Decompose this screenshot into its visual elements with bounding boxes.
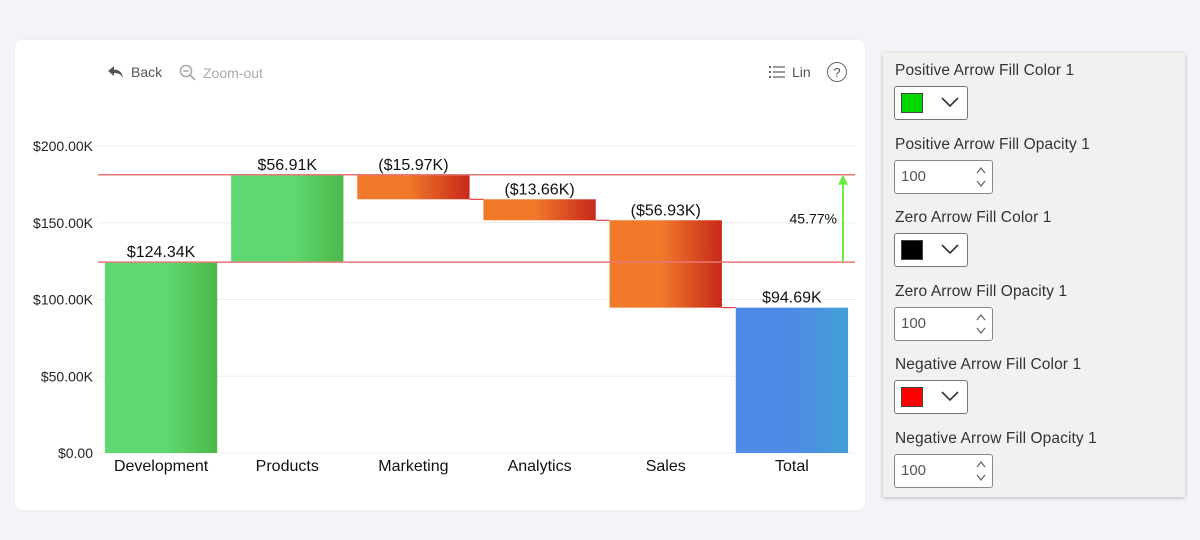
bar-development	[104, 262, 218, 453]
back-label: Back	[131, 64, 163, 80]
format-panel: Positive Arrow Fill Color 1 Positive Arr…	[883, 53, 1185, 497]
negative-color-label: Negative Arrow Fill Color 1	[895, 356, 1082, 373]
spinner-arrows-icon[interactable]	[974, 458, 988, 484]
scale-label: Lin	[792, 64, 811, 80]
category-label: Sales	[646, 458, 686, 475]
positive-opacity-input[interactable]	[901, 168, 971, 185]
variance-label: 45.77%	[790, 210, 837, 226]
scale-toggle-button[interactable]: Lin	[768, 64, 811, 80]
negative-color-picker[interactable]	[894, 380, 968, 414]
positive-color-swatch	[901, 93, 923, 113]
bar-marketing	[357, 174, 470, 200]
category-label: Products	[256, 458, 319, 475]
bar-sales	[609, 220, 722, 308]
variance-arrow-head	[838, 174, 848, 185]
zero-color-swatch	[901, 240, 923, 260]
data-label: $56.91K	[257, 157, 317, 174]
data-label: ($15.97K)	[378, 157, 448, 174]
chevron-down-icon	[941, 391, 959, 402]
bar-products	[231, 174, 344, 263]
positive-opacity-spinner	[894, 160, 993, 194]
negative-opacity-input[interactable]	[901, 462, 971, 479]
bar-total	[735, 307, 849, 453]
y-tick-label: $150.00K	[33, 215, 94, 231]
positive-color-label: Positive Arrow Fill Color 1	[895, 62, 1075, 79]
data-label: ($56.93K)	[631, 202, 701, 219]
negative-opacity-spinner	[894, 454, 993, 488]
data-label: $124.34K	[127, 244, 196, 261]
data-label: ($13.66K)	[504, 181, 574, 198]
help-icon[interactable]: ?	[827, 62, 847, 82]
positive-opacity-label: Positive Arrow Fill Opacity 1	[895, 136, 1090, 153]
waterfall-chart: $0.00 $50.00K $100.00K $150.00K $200.00K $124…	[33, 138, 855, 475]
zero-color-label: Zero Arrow Fill Color 1	[895, 209, 1052, 226]
zero-color-picker[interactable]	[894, 233, 968, 267]
list-icon	[769, 66, 785, 78]
zero-opacity-spinner	[894, 307, 993, 341]
chart-card: $0.00 $50.00K $100.00K $150.00K $200.00K $124…	[15, 40, 865, 510]
category-label: Marketing	[378, 458, 448, 475]
negative-opacity-label: Negative Arrow Fill Opacity 1	[895, 430, 1097, 447]
spinner-arrows-icon[interactable]	[974, 311, 988, 337]
positive-color-picker[interactable]	[894, 86, 968, 120]
y-tick-label: $0.00	[58, 445, 93, 461]
category-label: Analytics	[508, 458, 572, 475]
data-label: $94.69K	[762, 290, 822, 307]
help-glyph: ?	[833, 64, 841, 80]
bar-analytics	[483, 199, 596, 221]
chevron-down-icon	[941, 244, 959, 255]
y-tick-label: $200.00K	[33, 138, 94, 154]
zero-opacity-input[interactable]	[901, 315, 971, 332]
spinner-arrows-icon[interactable]	[974, 164, 988, 190]
back-button[interactable]: Back	[107, 64, 162, 80]
back-arrow-icon	[108, 66, 123, 78]
negative-color-swatch	[901, 387, 923, 407]
zoom-out-button[interactable]: Zoom-out	[179, 64, 263, 82]
category-label: Development	[114, 458, 209, 475]
chevron-down-icon	[941, 97, 959, 108]
y-tick-label: $50.00K	[41, 368, 94, 384]
y-tick-label: $100.00K	[33, 292, 94, 308]
zoom-out-label: Zoom-out	[203, 65, 263, 81]
zero-opacity-label: Zero Arrow Fill Opacity 1	[895, 283, 1068, 300]
zoom-out-icon	[179, 64, 196, 81]
category-label: Total	[775, 458, 809, 475]
